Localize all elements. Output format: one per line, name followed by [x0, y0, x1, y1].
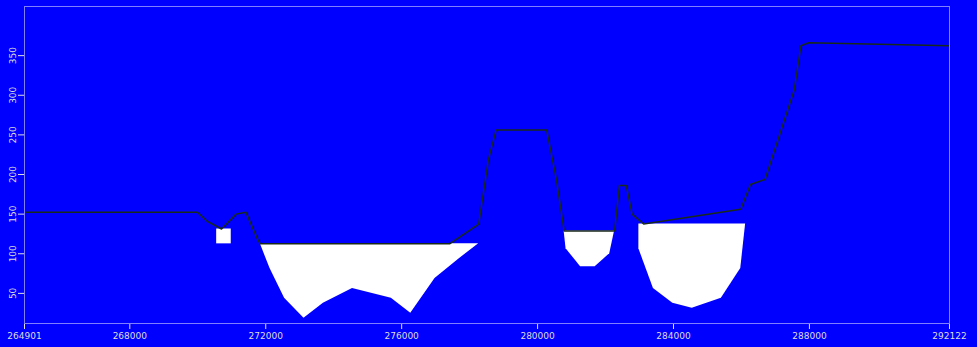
svg-text:268000: 268000 [113, 331, 148, 341]
svg-text:264901: 264901 [7, 331, 41, 341]
svg-text:150: 150 [8, 205, 18, 222]
svg-text:288000: 288000 [792, 331, 827, 341]
svg-text:292122: 292122 [932, 331, 966, 341]
svg-text:350: 350 [8, 47, 18, 64]
svg-text:250: 250 [8, 126, 18, 143]
svg-text:300: 300 [8, 86, 18, 103]
svg-text:200: 200 [8, 166, 18, 183]
svg-text:276000: 276000 [384, 331, 419, 341]
svg-text:280000: 280000 [520, 331, 555, 341]
svg-text:50: 50 [8, 287, 18, 299]
svg-text:100: 100 [8, 245, 18, 262]
svg-text:272000: 272000 [249, 331, 284, 341]
svg-text:284000: 284000 [656, 331, 691, 341]
